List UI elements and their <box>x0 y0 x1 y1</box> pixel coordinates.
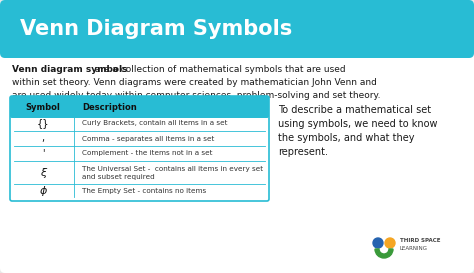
Text: Comma - separates all items in a set: Comma - separates all items in a set <box>82 135 214 141</box>
FancyBboxPatch shape <box>10 96 269 201</box>
Text: THIRD SPACE: THIRD SPACE <box>400 239 440 244</box>
Text: The Empty Set - contains no items: The Empty Set - contains no items <box>82 188 206 194</box>
Wedge shape <box>375 249 393 258</box>
Text: Curly Brackets, contain all items in a set: Curly Brackets, contain all items in a s… <box>82 120 228 126</box>
Text: Description: Description <box>82 102 137 111</box>
Text: To describe a mathematical set: To describe a mathematical set <box>278 105 431 115</box>
Text: Venn Diagram Symbols: Venn Diagram Symbols <box>20 19 292 39</box>
Text: are used widely today within computer sciences, problem-solving and set theory.: are used widely today within computer sc… <box>12 91 381 100</box>
Text: LEARNING: LEARNING <box>400 245 428 251</box>
Text: Venn diagram symbols: Venn diagram symbols <box>12 65 128 74</box>
Bar <box>5 43 469 53</box>
FancyBboxPatch shape <box>10 96 269 118</box>
Text: ,: , <box>41 133 45 144</box>
Text: Complement - the items not in a set: Complement - the items not in a set <box>82 150 212 156</box>
Text: represent.: represent. <box>278 147 328 157</box>
Text: using symbols, we need to know: using symbols, we need to know <box>278 119 438 129</box>
Text: and subset required: and subset required <box>82 174 155 180</box>
Bar <box>12 98 267 116</box>
Text: ': ' <box>42 149 44 159</box>
Text: are a collection of mathematical symbols that are used: are a collection of mathematical symbols… <box>92 65 346 74</box>
Text: Symbol: Symbol <box>26 102 61 111</box>
Circle shape <box>385 238 395 248</box>
Text: within set theory. Venn diagrams were created by mathematician John Venn and: within set theory. Venn diagrams were cr… <box>12 78 377 87</box>
Text: the symbols, and what they: the symbols, and what they <box>278 133 414 143</box>
Circle shape <box>373 238 383 248</box>
Text: ξ: ξ <box>40 168 46 177</box>
Text: {}: {} <box>37 118 49 129</box>
Text: ϕ: ϕ <box>39 186 46 197</box>
Text: The Universal Set -  contains all items in every set: The Universal Set - contains all items i… <box>82 165 263 171</box>
FancyBboxPatch shape <box>0 0 474 58</box>
Bar <box>12 112 267 116</box>
